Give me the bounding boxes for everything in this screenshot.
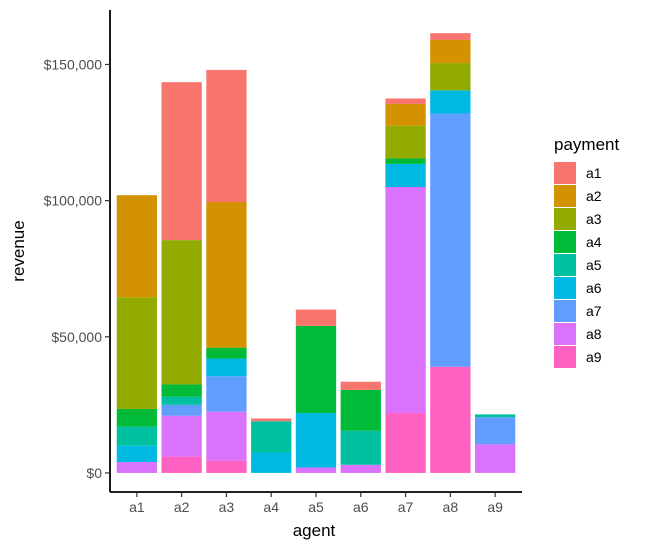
bar-segment-a4-a6 [251, 452, 292, 473]
x-tick-label: a7 [398, 499, 414, 515]
bar-segment-a3-a4 [206, 347, 247, 359]
bar-segment-a2-a7 [161, 404, 202, 416]
bar-segment-a5-a8 [295, 467, 337, 473]
legend-swatch-a1 [554, 162, 576, 184]
y-tick-label: $0 [86, 465, 102, 481]
bar-segment-a7-a4 [385, 158, 426, 164]
bar-segment-a7-a6 [385, 163, 426, 188]
bar-segment-a6-a4 [340, 389, 381, 431]
bar-segment-a7-a2 [385, 103, 426, 126]
bar-segment-a3-a8 [206, 411, 247, 461]
bar-segment-a1-a8 [116, 462, 158, 473]
bar-segment-a6-a1 [340, 381, 381, 390]
x-tick-label: a9 [487, 499, 503, 515]
bar-segment-a1-a6 [116, 445, 158, 463]
bar-segment-a7-a1 [385, 98, 426, 104]
bar-segment-a8-a9 [430, 366, 471, 473]
bar-segment-a6-a5 [340, 430, 381, 465]
bar-segment-a5-a6 [295, 413, 337, 468]
y-tick-label: $150,000 [44, 56, 103, 72]
bar-segment-a4-a1 [251, 418, 292, 422]
legend-swatch-a8 [554, 323, 576, 345]
legend-label-a8: a8 [586, 326, 602, 342]
legend-swatch-a3 [554, 208, 576, 230]
bar-segment-a1-a2 [116, 195, 158, 298]
bar-segment-a3-a2 [206, 201, 247, 348]
bar-segment-a6-a8 [340, 464, 381, 473]
y-axis-title: revenue [9, 220, 28, 281]
bar-segment-a1-a3 [116, 297, 158, 409]
x-tick-label: a2 [174, 499, 190, 515]
legend-items: a1 a2 a3 a4 a5 a6 a7 a8 a9 [554, 162, 602, 368]
legend-label-a6: a6 [586, 280, 602, 296]
legend-label-a7: a7 [586, 303, 602, 319]
bar-segment-a3-a9 [206, 460, 247, 473]
bar-segment-a5-a1 [295, 309, 337, 326]
bar-segment-a4-a5 [251, 421, 292, 453]
bar-segment-a9-a5 [474, 414, 516, 418]
bar-segment-a2-a5 [161, 396, 202, 405]
bar-segment-a5-a4 [295, 325, 337, 414]
legend-swatch-a9 [554, 346, 576, 368]
bars-layer [116, 33, 516, 473]
bar-segment-a8-a7 [430, 113, 471, 367]
x-tick-label: a5 [308, 499, 324, 515]
legend-label-a1: a1 [586, 165, 602, 181]
legend-label-a2: a2 [586, 188, 602, 204]
y-tick-label: $50,000 [51, 329, 102, 345]
legend-swatch-a7 [554, 300, 576, 322]
bar-segment-a7-a3 [385, 125, 426, 159]
legend-title: payment [554, 135, 619, 154]
bar-segment-a1-a4 [116, 408, 158, 427]
bar-segment-a3-a7 [206, 376, 247, 412]
y-tick-label: $100,000 [44, 193, 103, 209]
bar-segment-a8-a6 [430, 90, 471, 114]
x-tick-label: a4 [263, 499, 279, 515]
bar-segment-a3-a1 [206, 69, 247, 202]
x-tick-label: a3 [219, 499, 235, 515]
bar-segment-a8-a1 [430, 33, 471, 40]
bar-segment-a2-a1 [161, 82, 202, 241]
x-tick-label: a8 [443, 499, 459, 515]
x-axis-ticks: a1 a2 a3 a4 a5 a6 a7 a8 a9 [129, 492, 503, 515]
bar-segment-a8-a2 [430, 39, 471, 64]
legend-label-a4: a4 [586, 234, 602, 250]
x-tick-label: a6 [353, 499, 369, 515]
bar-segment-a7-a8 [385, 187, 426, 414]
bar-segment-a2-a8 [161, 415, 202, 457]
bar-segment-a8-a3 [430, 63, 471, 91]
legend-label-a5: a5 [586, 257, 602, 273]
y-axis-ticks: $0 $50,000 $100,000 $150,000 [44, 56, 110, 481]
bar-segment-a2-a3 [161, 240, 202, 385]
legend-swatch-a5 [554, 254, 576, 276]
bar-segment-a2-a9 [161, 456, 202, 473]
bar-segment-a7-a9 [385, 413, 426, 473]
x-tick-label: a1 [129, 499, 145, 515]
bar-segment-a9-a7 [474, 417, 516, 445]
bar-segment-a9-a8 [474, 444, 516, 473]
legend-label-a9: a9 [586, 349, 602, 365]
bar-segment-a2-a4 [161, 384, 202, 397]
legend-swatch-a4 [554, 231, 576, 253]
bar-segment-a3-a6 [206, 358, 247, 377]
bar-segment-a1-a5 [116, 426, 158, 446]
legend: payment a1 a2 a3 a4 a5 a6 a7 a8 a9 [554, 135, 619, 368]
x-axis-title: agent [293, 521, 336, 540]
legend-swatch-a6 [554, 277, 576, 299]
legend-label-a3: a3 [586, 211, 602, 227]
legend-swatch-a2 [554, 185, 576, 207]
